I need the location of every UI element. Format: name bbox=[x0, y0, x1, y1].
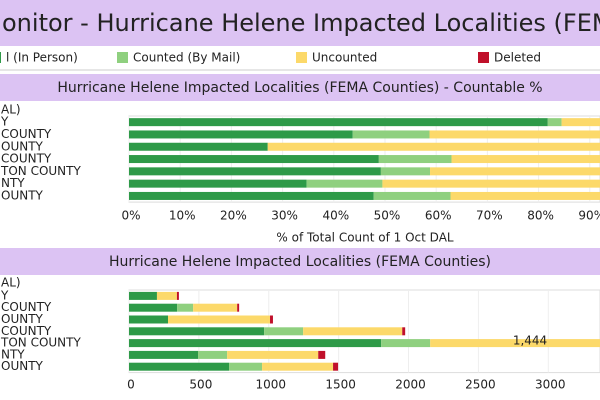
x-tick-label: 2500 bbox=[465, 378, 496, 392]
bar-segment bbox=[402, 327, 406, 336]
category-label: COUNTY bbox=[1, 324, 52, 338]
legend-swatch bbox=[0, 52, 1, 63]
legend-label: Deleted bbox=[494, 51, 541, 65]
x-tick-label: 3000 bbox=[535, 378, 566, 392]
x-tick-label: 1000 bbox=[255, 378, 286, 392]
x-tick-label: 60% bbox=[425, 209, 452, 223]
category-label: OUNTY bbox=[1, 139, 44, 153]
chart-title: Hurricane Helene Impacted Localities (FE… bbox=[109, 254, 491, 270]
title-bar bbox=[0, 0, 600, 46]
x-tick-label: 70% bbox=[476, 209, 503, 223]
bar-segment bbox=[430, 167, 600, 176]
page-title: onitor - Hurricane Helene Impacted Local… bbox=[2, 9, 600, 37]
legend-label: Uncounted bbox=[312, 51, 377, 65]
bar-segment bbox=[129, 167, 381, 176]
bar-segment bbox=[129, 155, 379, 164]
bar-segment bbox=[176, 291, 179, 300]
bar-segment bbox=[237, 303, 240, 312]
bar-segment bbox=[378, 155, 452, 164]
category-label: Y bbox=[0, 115, 9, 129]
chart-header bbox=[0, 74, 600, 101]
bar-segment bbox=[303, 327, 403, 336]
bar-segment bbox=[129, 291, 157, 300]
category-label: OUNTY bbox=[1, 312, 44, 326]
category-label: COUNTY bbox=[1, 300, 52, 314]
category-label: Y bbox=[0, 288, 9, 302]
bar-segment bbox=[227, 350, 319, 359]
category-label: COUNTY bbox=[1, 152, 52, 166]
bar-segment bbox=[129, 362, 230, 371]
bar-segment bbox=[262, 362, 334, 371]
bar-segment bbox=[129, 118, 548, 127]
x-tick-label: 0 bbox=[127, 378, 135, 392]
x-tick-label: 90% bbox=[578, 209, 600, 223]
bar-segment bbox=[129, 142, 268, 151]
category-header: AL) bbox=[1, 103, 21, 117]
bar-segment bbox=[129, 179, 307, 188]
bar-segment bbox=[177, 303, 194, 312]
legend-label: Counted (By Mail) bbox=[133, 51, 240, 65]
x-tick-label: 0% bbox=[121, 209, 140, 223]
x-axis-label: % of Total Count of 1 Oct DAL bbox=[276, 231, 454, 245]
bar-segment bbox=[193, 303, 238, 312]
bar-segment bbox=[373, 191, 451, 200]
category-label: TON COUNTY bbox=[0, 336, 81, 350]
bar-segment bbox=[129, 303, 178, 312]
bar-segment bbox=[352, 130, 430, 139]
category-label: TON COUNTY bbox=[0, 164, 81, 178]
legend-swatch bbox=[117, 52, 128, 63]
bar-segment bbox=[167, 315, 271, 324]
bar-segment bbox=[264, 327, 304, 336]
x-tick-label: 2000 bbox=[395, 378, 426, 392]
bar-segment bbox=[333, 362, 339, 371]
bar-segment bbox=[382, 179, 600, 188]
category-label: NTY bbox=[1, 347, 25, 361]
category-label: COUNTY bbox=[1, 127, 52, 141]
x-tick-label: 10% bbox=[169, 209, 196, 223]
bar-segment bbox=[430, 339, 600, 348]
x-tick-label: 80% bbox=[527, 209, 554, 223]
bar-segment bbox=[129, 130, 353, 139]
bar-segment bbox=[129, 350, 199, 359]
x-tick-label: 1500 bbox=[325, 378, 356, 392]
x-tick-label: 500 bbox=[189, 378, 212, 392]
bar-segment bbox=[129, 191, 374, 200]
bar-segment bbox=[129, 315, 168, 324]
bar-segment bbox=[198, 350, 228, 359]
bar-segment bbox=[451, 155, 600, 164]
bar-segment bbox=[547, 118, 562, 127]
x-tick-label: 20% bbox=[220, 209, 247, 223]
bar-segment bbox=[318, 350, 326, 359]
bar-segment bbox=[129, 327, 265, 336]
value-label: 1,444 bbox=[513, 334, 547, 348]
category-header: AL) bbox=[1, 276, 21, 290]
bar-segment bbox=[270, 315, 273, 324]
bar-segment bbox=[306, 179, 383, 188]
chart-title: Hurricane Helene Impacted Localities (FE… bbox=[57, 80, 542, 96]
bar-segment bbox=[380, 167, 431, 176]
legend-label: l (In Person) bbox=[6, 51, 78, 65]
x-tick-label: 50% bbox=[374, 209, 401, 223]
legend-swatch bbox=[296, 52, 307, 63]
legend-swatch bbox=[478, 52, 489, 63]
bar-segment bbox=[156, 291, 177, 300]
bar-segment bbox=[561, 118, 600, 127]
bar-segment bbox=[229, 362, 263, 371]
bar-segment bbox=[429, 130, 600, 139]
bar-segment bbox=[381, 339, 431, 348]
x-tick-label: 30% bbox=[271, 209, 298, 223]
bar-segment bbox=[450, 191, 600, 200]
chart-header bbox=[0, 248, 600, 275]
category-label: NTY bbox=[1, 176, 25, 190]
bar-segment bbox=[129, 339, 382, 348]
category-label: OUNTY bbox=[1, 359, 44, 373]
category-label: OUNTY bbox=[1, 188, 44, 202]
bar-segment bbox=[267, 142, 600, 151]
x-tick-label: 40% bbox=[322, 209, 349, 223]
